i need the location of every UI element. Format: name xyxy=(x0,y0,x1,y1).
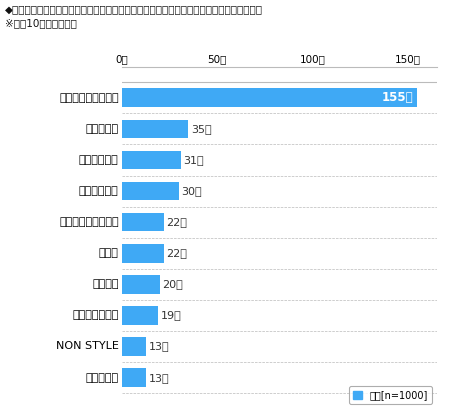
Legend: 全体[n=1000]: 全体[n=1000] xyxy=(349,386,432,404)
Bar xyxy=(122,306,158,325)
Bar xyxy=(122,88,418,107)
Bar xyxy=(122,337,146,356)
Text: さまぁ～ず: さまぁ～ず xyxy=(86,372,119,382)
Bar xyxy=(122,213,163,231)
Bar xyxy=(122,368,146,387)
Text: 35人: 35人 xyxy=(191,124,212,134)
Text: どぶろっく: どぶろっく xyxy=(86,124,119,134)
Text: ◆今年一年にみたお笑いのなかで、笑いのツボに入ったお笑いタレント　（自由回答形式）: ◆今年一年にみたお笑いのなかで、笑いのツボに入ったお笑いタレント （自由回答形式… xyxy=(4,4,262,14)
Text: 日本エレキテル連合: 日本エレキテル連合 xyxy=(59,93,119,103)
Bar xyxy=(122,151,181,169)
Text: タカアンドトシ: タカアンドトシ xyxy=(72,310,119,320)
Text: 19人: 19人 xyxy=(161,310,181,320)
Bar xyxy=(122,244,163,263)
Text: ※上位10位までを抜粹: ※上位10位までを抜粹 xyxy=(4,18,76,28)
Text: サンドウィッチマン: サンドウィッチマン xyxy=(59,217,119,227)
Text: 20人: 20人 xyxy=(162,279,183,289)
Text: 31人: 31人 xyxy=(184,155,204,165)
Text: 有吉弘行: 有吉弘行 xyxy=(92,279,119,289)
Text: ダウンタウン: ダウンタウン xyxy=(79,186,119,196)
Bar xyxy=(122,182,179,201)
Text: 13人: 13人 xyxy=(149,372,170,382)
Text: 30人: 30人 xyxy=(182,186,202,196)
Text: 13人: 13人 xyxy=(149,342,170,352)
Text: 22人: 22人 xyxy=(166,217,187,227)
Text: 155人: 155人 xyxy=(382,91,414,104)
Text: 流れ星: 流れ星 xyxy=(99,248,119,258)
Text: 明石家さんま: 明石家さんま xyxy=(79,155,119,165)
Text: NON STYLE: NON STYLE xyxy=(56,342,119,352)
Bar xyxy=(122,275,160,294)
Text: 22人: 22人 xyxy=(166,248,187,258)
Bar xyxy=(122,120,188,138)
